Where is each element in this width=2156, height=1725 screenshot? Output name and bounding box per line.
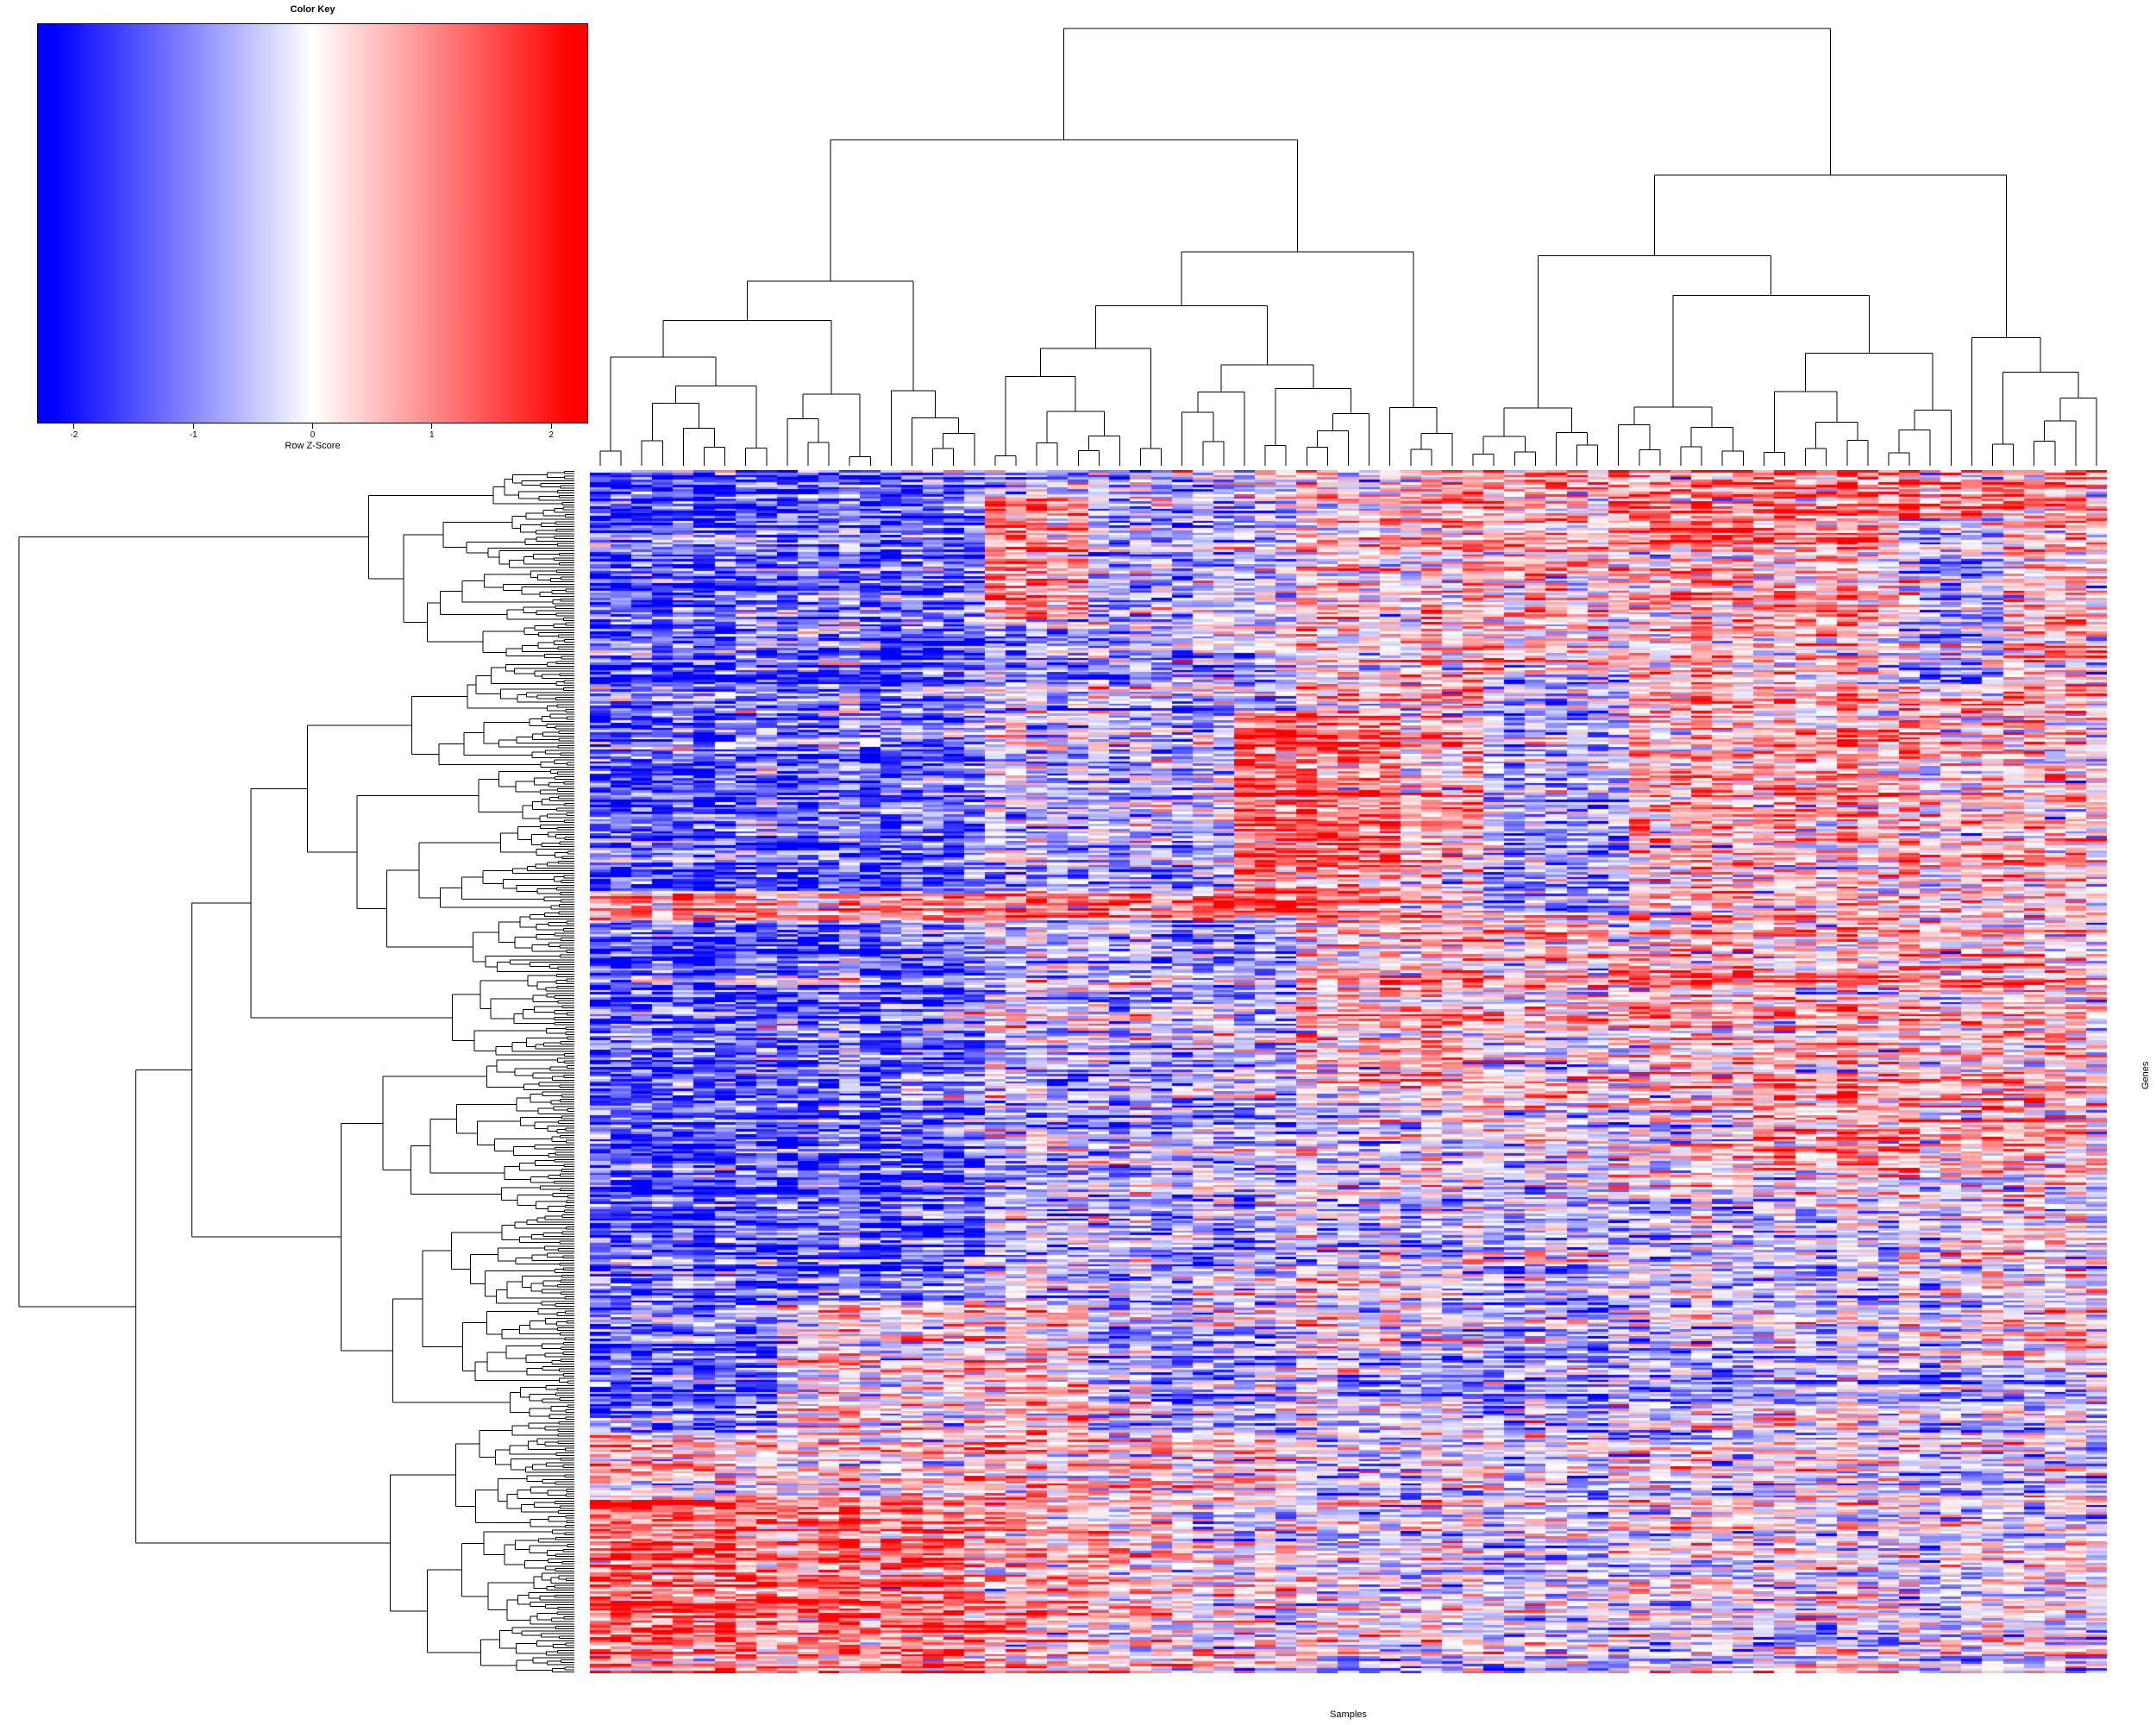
column-dendrogram-lines [599, 28, 2097, 466]
color-key-tick [73, 423, 75, 429]
y-axis-label: Genes [2140, 1061, 2151, 1089]
color-key-tick-label: 0 [310, 430, 316, 440]
color-key-tick-label: -1 [189, 430, 197, 440]
color-key-tick [312, 423, 313, 429]
color-key-tick [431, 423, 433, 429]
color-key-tick [192, 423, 194, 429]
color-key-gradient [37, 23, 588, 423]
x-axis-label: Samples [1330, 1709, 1367, 1720]
heatmap-matrix [590, 470, 2107, 1673]
color-key-title: Color Key [290, 4, 335, 15]
column-dendrogram [599, 28, 2097, 466]
color-key-tick-label: -2 [70, 430, 78, 440]
row-dendrogram-lines [18, 470, 574, 1673]
color-key-axis-label: Row Z-Score [285, 441, 341, 451]
row-dendrogram [18, 470, 574, 1673]
color-key-tick [550, 423, 552, 429]
color-key-tick-label: 1 [429, 430, 435, 440]
color-key-tick-label: 2 [548, 430, 554, 440]
